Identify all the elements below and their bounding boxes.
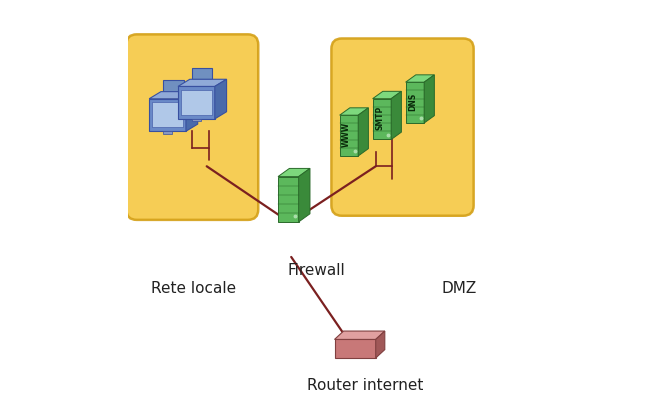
Polygon shape — [373, 99, 391, 139]
Polygon shape — [181, 90, 212, 115]
Polygon shape — [186, 92, 198, 131]
Polygon shape — [373, 91, 401, 99]
Polygon shape — [358, 108, 369, 156]
Polygon shape — [424, 75, 434, 123]
Polygon shape — [149, 92, 198, 99]
Polygon shape — [376, 331, 385, 358]
Polygon shape — [178, 79, 227, 86]
Polygon shape — [192, 68, 213, 79]
Polygon shape — [163, 80, 183, 92]
Text: Firewall: Firewall — [287, 263, 345, 278]
Polygon shape — [405, 75, 434, 82]
Polygon shape — [340, 115, 358, 156]
Text: Rete locale: Rete locale — [151, 281, 236, 296]
Polygon shape — [163, 131, 172, 134]
Polygon shape — [278, 168, 310, 177]
Polygon shape — [334, 331, 385, 339]
Text: DMZ: DMZ — [442, 281, 477, 296]
Polygon shape — [178, 86, 215, 119]
Polygon shape — [340, 108, 369, 115]
Polygon shape — [405, 82, 424, 123]
Text: Router internet: Router internet — [307, 378, 423, 393]
Text: DNS: DNS — [408, 93, 417, 111]
Polygon shape — [152, 102, 183, 127]
Polygon shape — [149, 99, 186, 131]
FancyBboxPatch shape — [126, 34, 258, 220]
Text: SMTP: SMTP — [375, 106, 384, 130]
Polygon shape — [278, 177, 298, 222]
FancyBboxPatch shape — [331, 39, 474, 216]
Polygon shape — [391, 91, 401, 139]
Polygon shape — [215, 79, 227, 119]
Polygon shape — [192, 119, 201, 121]
Polygon shape — [298, 168, 310, 222]
Text: WWW: WWW — [343, 122, 351, 147]
Polygon shape — [334, 339, 376, 358]
